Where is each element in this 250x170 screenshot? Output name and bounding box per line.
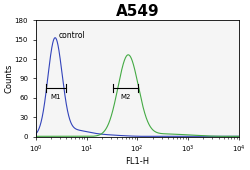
Text: control: control [58,31,85,40]
Text: M2: M2 [120,94,131,100]
Text: M1: M1 [51,94,61,100]
X-axis label: FL1-H: FL1-H [125,157,149,166]
Y-axis label: Counts: Counts [4,64,13,93]
Title: A549: A549 [116,4,159,19]
